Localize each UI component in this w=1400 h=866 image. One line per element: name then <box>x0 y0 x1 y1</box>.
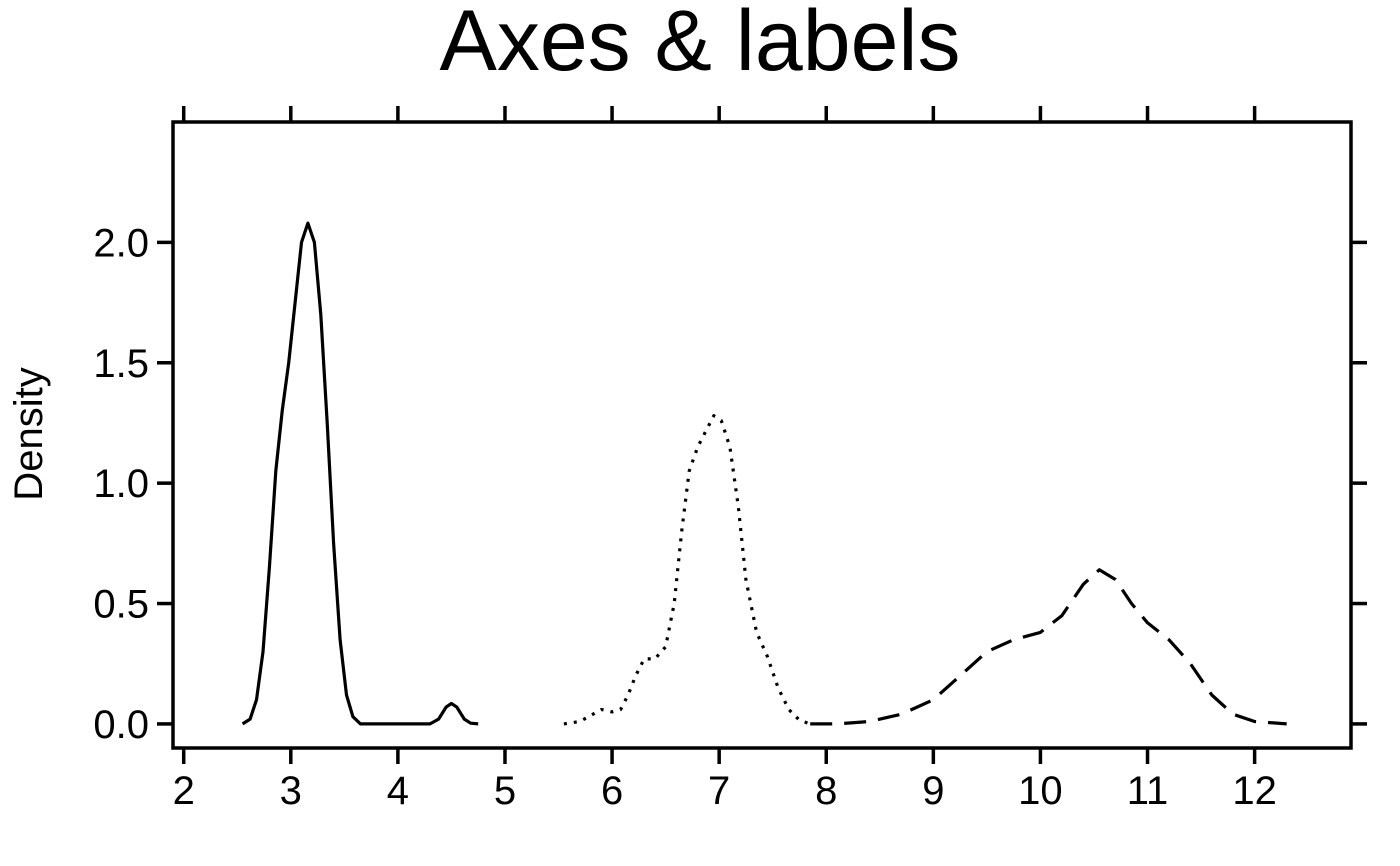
x-tick-label: 12 <box>1232 769 1277 813</box>
axes-layer: 2 3 4 5 6 7 8 9 10 11 12 0.0 0.5 1.0 1.5 2.0 <box>93 106 1367 813</box>
series-layer <box>241 221 1287 726</box>
chart-title: Axes & labels <box>439 0 960 89</box>
x-tick-label: 3 <box>280 769 302 813</box>
density-line-solid <box>241 221 479 726</box>
plot-frame <box>171 120 1353 750</box>
y-tick-label: 1.5 <box>93 342 149 386</box>
x-tick-label: 6 <box>601 769 623 813</box>
x-tick-label: 5 <box>494 769 516 813</box>
x-tick-label: 9 <box>922 769 944 813</box>
density-line-dashed <box>810 568 1287 726</box>
x-tick-label: 7 <box>708 769 730 813</box>
y-tick-label: 0.0 <box>93 703 149 747</box>
y-tick-label: 1.0 <box>93 462 149 506</box>
x-tick-label: 8 <box>815 769 837 813</box>
y-tick-label: 0.5 <box>93 583 149 627</box>
x-tick-label: 4 <box>387 769 409 813</box>
x-tick-label: 10 <box>1018 769 1063 813</box>
y-tick-label: 2.0 <box>93 221 149 265</box>
x-tick-label: 11 <box>1127 769 1169 813</box>
y-axis-label: Density <box>7 367 51 500</box>
x-tick-label: 2 <box>173 769 195 813</box>
density-line-dotted <box>563 414 811 726</box>
